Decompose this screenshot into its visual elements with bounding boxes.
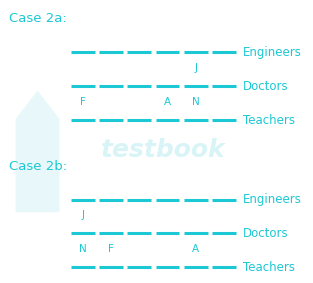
Text: Teachers: Teachers: [243, 114, 295, 127]
Text: Case 2b:: Case 2b:: [9, 160, 68, 173]
Text: Teachers: Teachers: [243, 261, 295, 274]
Text: F: F: [108, 244, 114, 254]
Text: testbook: testbook: [100, 138, 225, 162]
Polygon shape: [16, 91, 59, 212]
Text: Engineers: Engineers: [243, 46, 301, 59]
Text: Doctors: Doctors: [243, 227, 288, 240]
Text: N: N: [79, 244, 87, 254]
Text: N: N: [192, 97, 199, 107]
Text: Engineers: Engineers: [243, 193, 301, 206]
Text: F: F: [80, 97, 86, 107]
Text: A: A: [164, 97, 171, 107]
Text: Case 2a:: Case 2a:: [9, 12, 67, 25]
Text: A: A: [192, 244, 199, 254]
Text: J: J: [81, 210, 85, 220]
Text: Doctors: Doctors: [243, 80, 288, 93]
Text: J: J: [194, 63, 197, 73]
